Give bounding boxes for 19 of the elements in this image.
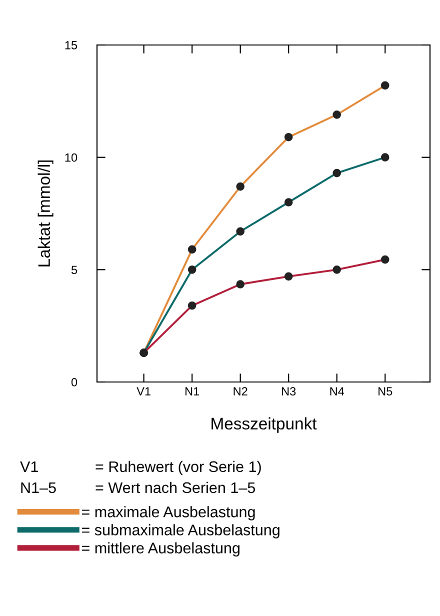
legend-label: = maximale Ausbelastung (82, 506, 255, 520)
x-tick-label: N4 (330, 387, 344, 396)
x-tick-label: N2 (234, 387, 248, 396)
x-tick-label: N3 (282, 387, 296, 396)
x-tick-label: N1 (185, 387, 200, 396)
text: = Ruhewert (vor Serie 1) (96, 460, 261, 476)
x-tick-label: N5 (378, 387, 392, 396)
legend-label: = submaximale Ausbelastung (82, 524, 280, 538)
y-tick-label: 5 (71, 266, 78, 274)
legend-label: = mittlere Ausbelastung (82, 542, 240, 556)
y-tick-label: 0 (71, 378, 78, 386)
text: N1–5 (21, 482, 56, 494)
text: V1 (20, 461, 38, 472)
y-tick-label: 15 (65, 41, 78, 50)
y-tick-label: 10 (65, 153, 78, 162)
x-axis-title: Messzeitpunkt (212, 417, 317, 433)
text: = Wert nach Serien 1–5 (96, 482, 256, 494)
y-axis-title: Laktat [mmol/l] (38, 160, 54, 266)
x-tick-label: V1 (136, 387, 150, 396)
